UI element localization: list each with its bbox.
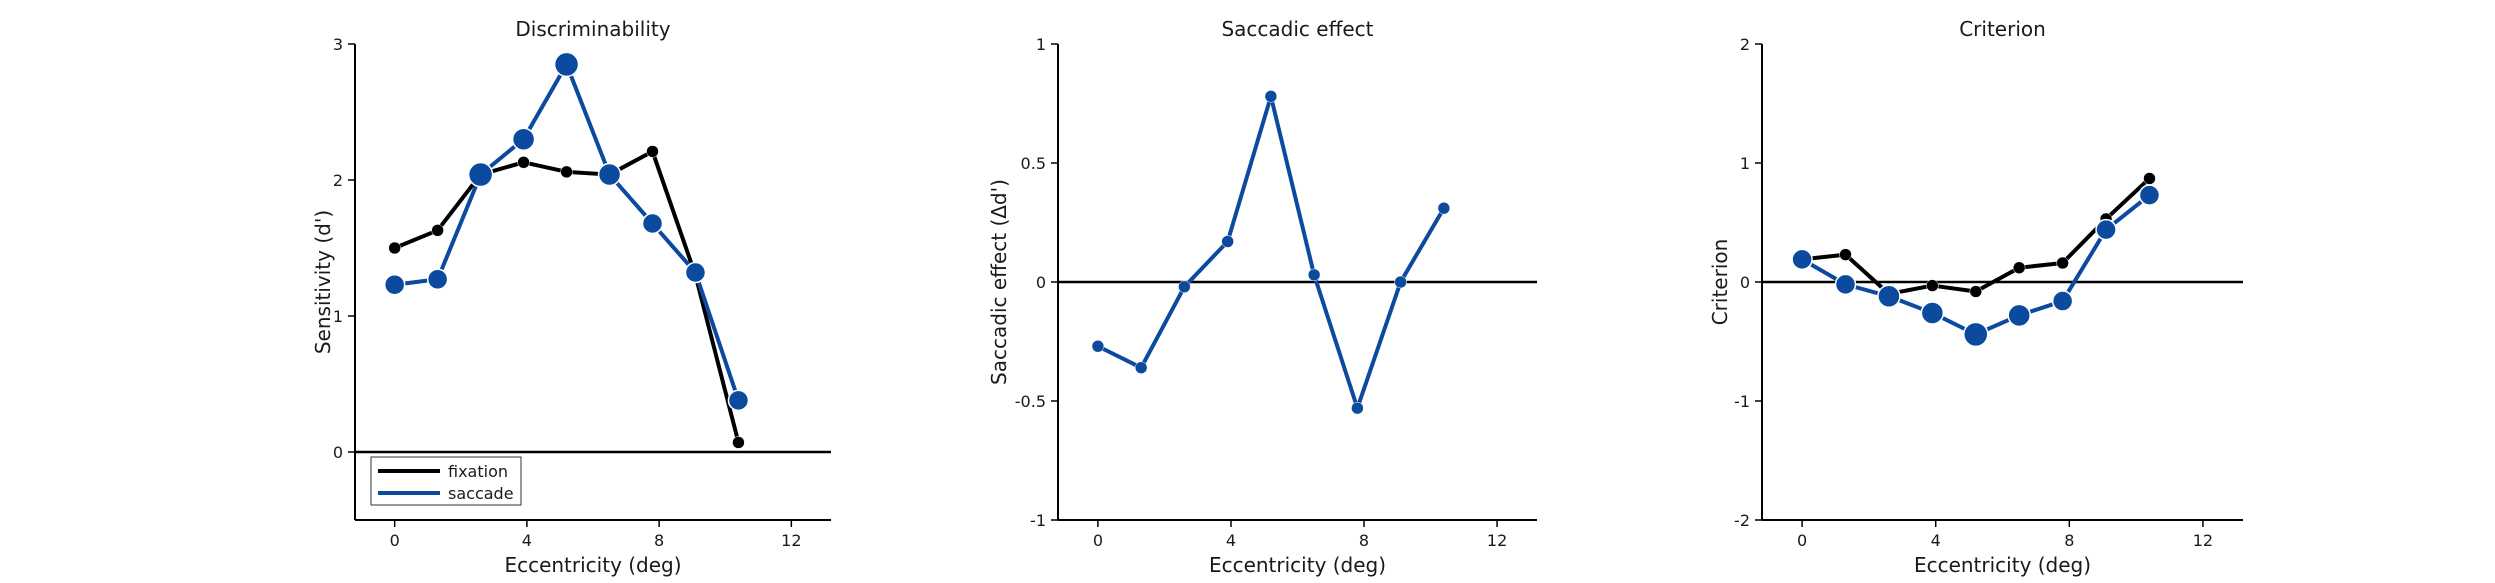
data-point-fixation-discriminability <box>646 145 659 158</box>
panel-saccadic-effect: Saccadic effect 0 4 8 12 -1 -0.5 0 0.5 1 Eccentric… <box>987 17 1537 577</box>
y-axis-label-criterion: Criterion <box>1708 239 1732 326</box>
y-tick-label-saccadic-effect: 0 <box>1036 273 1046 292</box>
data-point-series-0-saccadic-effect <box>1394 275 1407 289</box>
data-point-fixation-discriminability <box>732 436 745 449</box>
x-tick-label-saccadic-effect: 8 <box>1359 531 1369 550</box>
legend-box <box>370 456 522 506</box>
data-point-saccade-criterion <box>1963 321 1989 348</box>
x-tick-label-criterion: 0 <box>1797 531 1807 550</box>
x-tick-label-discriminability: 8 <box>654 531 664 550</box>
series-line-saccade-discriminability <box>394 62 741 401</box>
y-tick-label-discriminability: 2 <box>333 171 343 190</box>
y-tick-label-criterion: -1 <box>1734 392 1750 411</box>
x-tick-label-discriminability: 0 <box>390 531 400 550</box>
data-point-series-0-saccadic-effect <box>1351 401 1364 415</box>
data-point-series-0-saccadic-effect <box>1091 340 1105 353</box>
data-point-series-0-saccadic-effect <box>1178 280 1191 294</box>
y-axis-label-discriminability: Sensitivity (d') <box>311 210 335 354</box>
y-tick-label-criterion: -2 <box>1734 511 1750 530</box>
x-tick-label-criterion: 4 <box>1931 531 1941 550</box>
data-point-fixation-criterion <box>1926 279 1939 292</box>
y-tick-label-criterion: 2 <box>1740 35 1750 54</box>
data-point-fixation-discriminability <box>560 165 573 179</box>
data-point-fixation-criterion <box>2143 172 2156 185</box>
x-tick-label-criterion: 12 <box>2193 531 2213 550</box>
y-tick-label-criterion: 0 <box>1740 273 1750 292</box>
data-point-fixation-criterion <box>1969 285 1983 298</box>
data-point-saccade-criterion <box>1877 284 1901 309</box>
data-point-saccade-criterion <box>1920 301 1945 325</box>
data-point-saccade-discriminability <box>641 212 664 235</box>
y-tick-label-criterion: 1 <box>1740 154 1750 173</box>
y-tick-label-saccadic-effect: -1 <box>1030 511 1046 530</box>
y-tick-label-discriminability: 3 <box>333 35 343 54</box>
x-tick-label-saccadic-effect: 4 <box>1226 531 1236 550</box>
legend: fixation saccade <box>370 456 522 506</box>
data-point-saccade-criterion <box>2051 290 2074 312</box>
x-tick-label-criterion: 8 <box>2064 531 2074 550</box>
data-point-saccade-criterion <box>1834 273 1857 296</box>
data-point-saccade-discriminability <box>727 389 750 412</box>
data-point-saccade-criterion <box>2007 303 2031 328</box>
data-point-series-0-saccadic-effect <box>1437 201 1451 215</box>
y-tick-label-discriminability: 1 <box>333 307 343 326</box>
x-tick-label-discriminability: 12 <box>781 531 801 550</box>
x-axis-label-discriminability: Eccentricity (deg) <box>504 553 681 577</box>
data-point-fixation-discriminability <box>388 241 401 255</box>
y-tick-label-saccadic-effect: -0.5 <box>1015 392 1046 411</box>
series-line-fixation-criterion <box>1801 177 2151 296</box>
x-axis-label-criterion: Eccentricity (deg) <box>1914 553 2091 577</box>
data-point-saccade-criterion <box>1791 248 1813 271</box>
data-point-series-0-saccadic-effect <box>1307 268 1321 282</box>
series-line-series-0-saccadic-effect <box>1097 94 1446 411</box>
data-point-fixation-criterion <box>2012 261 2026 274</box>
data-point-saccade-discriminability <box>511 127 536 151</box>
data-point-saccade-discriminability <box>597 162 622 187</box>
data-point-series-0-saccadic-effect <box>1134 361 1148 374</box>
data-point-series-0-saccadic-effect <box>1221 235 1234 248</box>
data-point-series-0-saccadic-effect <box>1264 90 1278 103</box>
data-point-fixation-discriminability <box>431 224 444 237</box>
data-point-fixation-criterion <box>2056 256 2069 270</box>
legend-label-saccade: saccade <box>448 484 514 503</box>
data-point-saccade-discriminability <box>684 261 707 284</box>
chart-title-discriminability: Discriminability <box>515 17 670 41</box>
data-point-saccade-discriminability <box>467 161 494 188</box>
chart-title-criterion: Criterion <box>1959 17 2046 41</box>
data-point-fixation-discriminability <box>517 156 530 169</box>
y-tick-label-discriminability: 0 <box>333 443 343 462</box>
data-point-saccade-discriminability <box>426 268 449 291</box>
y-axis-label-saccadic-effect: Saccadic effect (Δd') <box>987 179 1011 385</box>
y-tick-label-saccadic-effect: 0.5 <box>1021 154 1046 173</box>
legend-label-fixation: fixation <box>448 462 508 481</box>
x-tick-label-discriminability: 4 <box>522 531 532 550</box>
y-tick-label-saccadic-effect: 1 <box>1036 35 1046 54</box>
series-line-fixation-discriminability <box>393 149 741 443</box>
data-point-saccade-discriminability <box>553 51 580 78</box>
data-point-fixation-criterion <box>1839 248 1852 261</box>
data-point-saccade-criterion <box>2138 184 2161 206</box>
data-point-saccade-criterion <box>2095 218 2117 241</box>
x-tick-label-saccadic-effect: 0 <box>1093 531 1103 550</box>
data-point-saccade-discriminability <box>383 273 406 296</box>
x-tick-label-saccadic-effect: 12 <box>1487 531 1507 550</box>
chart-title-saccadic-effect: Saccadic effect <box>1221 17 1373 41</box>
x-axis-label-saccadic-effect: Eccentricity (deg) <box>1209 553 1386 577</box>
